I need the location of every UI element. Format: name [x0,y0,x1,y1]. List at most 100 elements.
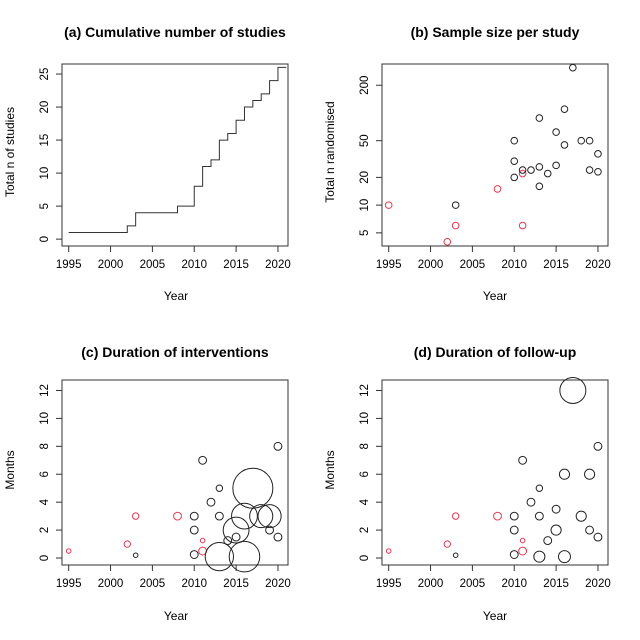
data-point [206,497,216,507]
x-tick-label: 2000 [418,259,444,271]
y-tick-label: 25 [39,68,51,81]
data-point-red [519,537,526,544]
data-point [557,550,571,564]
data-point-red [493,511,502,521]
x-tick-label: 2010 [501,578,527,590]
x-tick-label: 1995 [376,578,402,590]
data-point [535,484,544,492]
y-tick-label: 10 [359,199,371,212]
data-point-red [173,511,182,521]
panel-cumulative-studies: (a) Cumulative number of studies Year To… [3,24,291,303]
data-point [518,166,527,174]
panel-duration-follow-up: (d) Duration of follow-up Year Months 19… [323,344,611,623]
x-tick-label: 2005 [140,259,166,271]
y-tick-label: 6 [359,471,371,477]
plot-frame [61,379,289,566]
x-tick-label: 2010 [181,578,207,590]
data-point [518,455,528,465]
panel-c-ylabel: Months [3,450,17,489]
panel-b-ylabel: Total n randomised [323,101,337,202]
x-tick-label: 2015 [543,259,569,271]
y-tick-label: 12 [39,384,51,397]
y-tick-label: 15 [39,134,51,147]
y-tick-label: 20 [359,171,371,184]
data-point-red [443,237,452,246]
data-point [585,525,595,535]
data-point-red [451,512,460,520]
panel-a-xlabel: Year [164,289,188,303]
data-point [265,525,275,535]
x-tick-label: 2020 [585,578,611,590]
data-point [189,525,199,535]
data-point [198,455,208,465]
plot-frame [381,379,609,566]
y-tick-label: 8 [39,443,51,449]
y-tick-label: 10 [39,167,51,180]
y-tick-label: 10 [39,412,51,425]
panel-d-xlabel: Year [483,609,507,623]
data-point [550,524,562,536]
data-point [535,182,544,191]
x-tick-label: 2000 [98,578,124,590]
data-point-red [518,221,527,230]
data-point [593,441,603,451]
data-point [451,201,460,209]
plot-frame [381,63,609,247]
data-point [594,150,602,158]
panel-c-title: (c) Duration of interventions [81,344,269,360]
data-point [204,541,235,572]
data-point [228,540,261,573]
panel-b-title: (b) Sample size per study [411,24,580,40]
panel-a-title: (a) Cumulative number of studies [64,24,286,40]
data-point [552,128,560,136]
data-point-red [199,537,206,544]
data-point-red [65,548,72,554]
data-point-red [451,221,460,230]
data-point [569,63,577,72]
data-point [577,136,586,145]
data-point [231,502,258,530]
panel-duration-interventions: (c) Duration of interventions Year Month… [3,344,291,623]
panel-a-ylabel: Total n of studies [3,107,17,197]
y-tick-label: 50 [359,134,371,147]
x-tick-label: 2015 [223,578,249,590]
x-tick-label: 2000 [418,578,444,590]
y-tick-label: 2 [359,527,371,533]
y-tick-label: 20 [39,101,51,114]
x-tick-label: 2005 [140,578,166,590]
x-tick-label: 1995 [56,578,82,590]
data-point [257,504,282,529]
x-tick-label: 1995 [56,259,82,271]
x-tick-label: 2015 [543,578,569,590]
y-tick-label: 6 [39,471,51,477]
data-point [526,497,536,507]
y-tick-label: 4 [39,498,51,505]
data-point-red [493,185,502,193]
x-tick-label: 1995 [376,259,402,271]
data-point-red [385,548,392,554]
x-tick-label: 2010 [181,259,207,271]
data-point [231,532,241,542]
y-tick-label: 0 [359,555,371,561]
data-point [273,441,283,451]
data-point [452,552,459,558]
data-point [223,536,233,545]
data-point [222,516,250,544]
data-point [509,525,519,535]
data-point [543,536,553,545]
data-point [214,511,224,521]
y-tick-label: 8 [359,443,371,449]
plot-frame [61,63,289,247]
y-tick-label: 2 [39,527,51,533]
data-point [552,161,560,170]
data-point [543,169,552,178]
y-tick-label: 200 [359,76,371,95]
data-point [189,550,199,559]
panel-c-xlabel: Year [164,609,188,623]
data-point-red [131,512,140,520]
x-tick-label: 2005 [460,578,486,590]
data-point [560,105,569,113]
data-point [232,467,274,509]
y-tick-label: 5 [359,230,371,236]
